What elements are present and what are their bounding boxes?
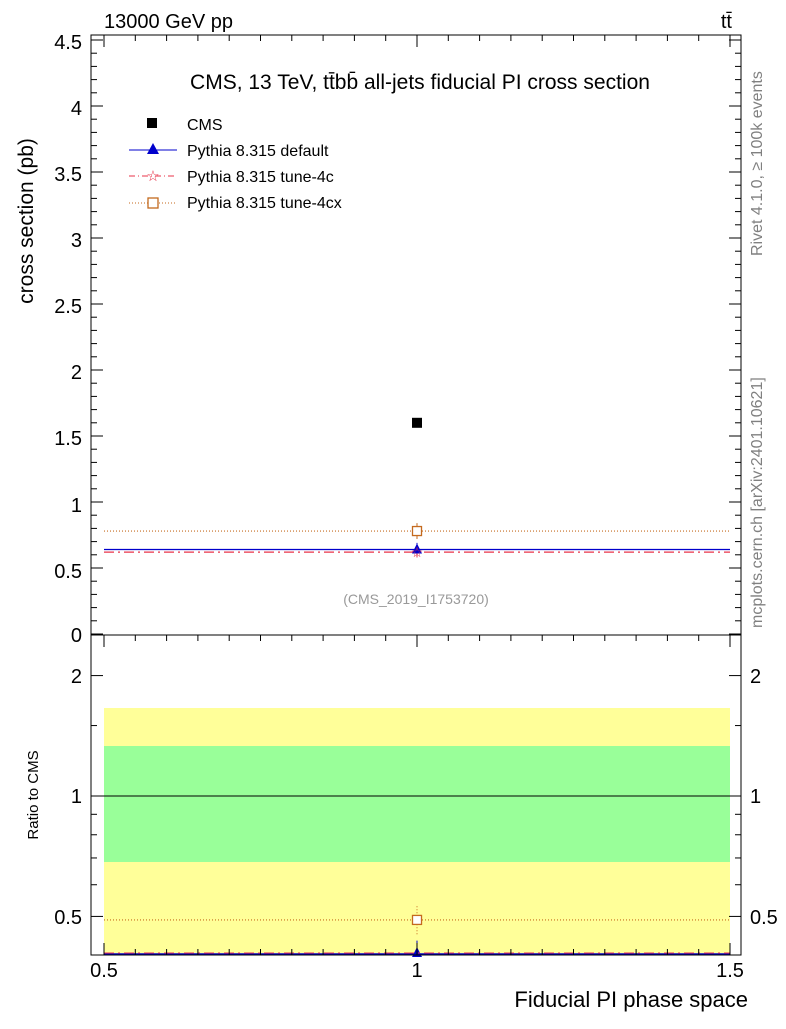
- ytick-label-3: 3: [71, 230, 82, 252]
- process-label: tt̄: [721, 11, 733, 33]
- main-ylabel: cross section (pb): [15, 138, 38, 304]
- ratio-point-tune4cx: [411, 914, 423, 926]
- ratio-ytick-label-right-0.5: 0.5: [750, 907, 778, 929]
- point-default: [412, 543, 422, 554]
- reference-label: (CMS_2019_I1753720): [343, 591, 489, 607]
- rivet-label: Rivet 4.1.0, ≥ 100k events: [749, 71, 766, 256]
- main-title: CMS, 13 TeV, tt̄bb̄ all-jets fiducial PI…: [190, 71, 650, 94]
- ytick-label-3.5: 3.5: [54, 164, 82, 186]
- ytick-label-0.5: 0.5: [54, 561, 82, 583]
- xaxis-label: Fiducial PI phase space: [514, 987, 748, 1012]
- legend-marker-cms: [147, 118, 157, 128]
- band-inner: [104, 746, 730, 862]
- xtick-label-0.5: 0.5: [90, 960, 118, 982]
- point-tune4cx: [411, 525, 423, 537]
- ytick-label-4.5: 4.5: [54, 32, 82, 54]
- point-cms: [412, 417, 422, 428]
- ytick-label-2: 2: [71, 362, 82, 384]
- legend: CMS Pythia 8.315 default ☆ Pythia 8.315 …: [129, 117, 342, 212]
- ratio-ytick-label-1: 1: [71, 786, 82, 808]
- xtick-label-1: 1: [411, 960, 422, 982]
- xtick-label-1.5: 1.5: [716, 960, 744, 982]
- mcplots-label: mcplots.cern.ch [arXiv:2401.10621]: [749, 377, 766, 628]
- legend-label-tune4cx: Pythia 8.315 tune-4cx: [187, 195, 342, 212]
- ytick-label-2.5: 2.5: [54, 296, 82, 318]
- ratio-ytick-label-2: 2: [71, 666, 82, 688]
- legend-label-cms: CMS: [187, 117, 223, 134]
- ratio-ytick-label-right-1: 1: [750, 786, 761, 808]
- ytick-label-4: 4: [71, 98, 82, 120]
- ytick-label-1.5: 1.5: [54, 428, 82, 450]
- energy-label: 13000 GeV pp: [104, 11, 233, 33]
- ratio-ylabel: Ratio to CMS: [25, 750, 42, 839]
- legend-marker-tune4c: ☆: [146, 168, 159, 185]
- legend-label-tune4c: Pythia 8.315 tune-4c: [187, 169, 334, 186]
- legend-marker-default: [147, 143, 159, 154]
- main-panel: 0 0.5 1 1.5 2 2.5 3 3.5 4 4.5 cross sect…: [15, 32, 742, 647]
- ratio-ytick-label-right-2: 2: [750, 666, 761, 688]
- legend-marker-tune4cx: [147, 197, 159, 209]
- ratio-panel: 2 1 0.5 2 1 0.5 Ratio to CMS 0.5 1 1.5 F…: [25, 634, 778, 1012]
- ratio-ytick-label-0.5: 0.5: [54, 907, 82, 929]
- ytick-label-0: 0: [71, 625, 82, 647]
- ytick-label-1: 1: [71, 495, 82, 517]
- legend-label-default: Pythia 8.315 default: [187, 143, 329, 160]
- ratio-frame: [90, 634, 742, 956]
- point-tune4c: ☆: [411, 544, 424, 560]
